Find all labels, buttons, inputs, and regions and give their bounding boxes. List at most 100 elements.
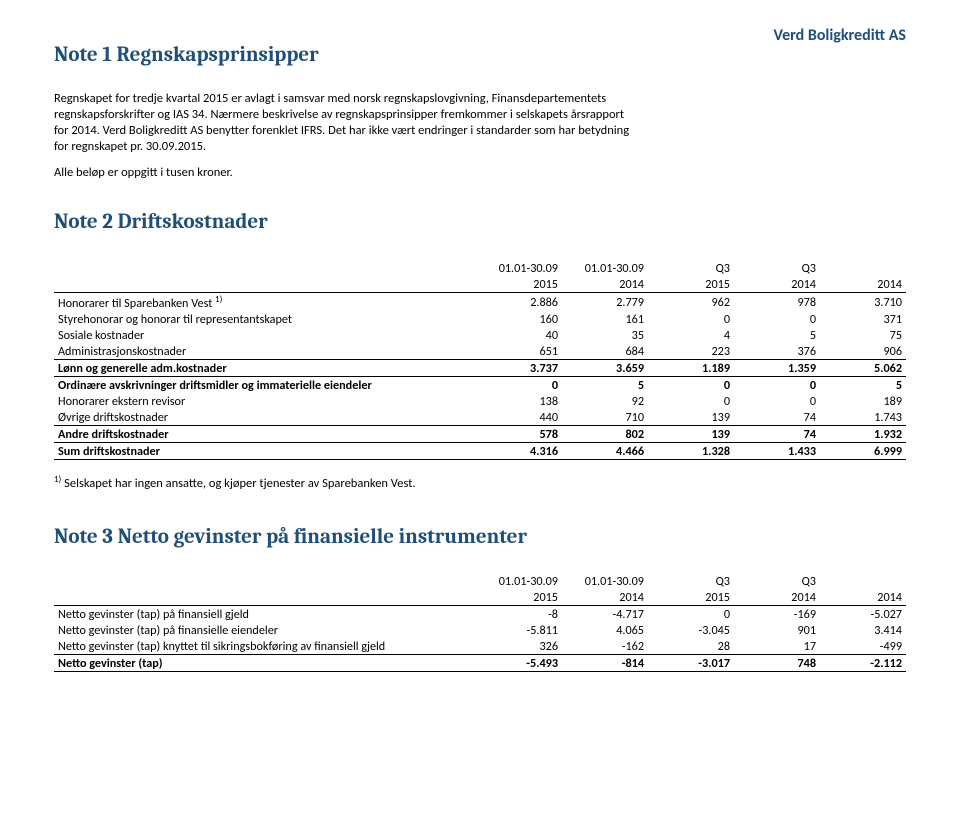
cell: 4 [648,327,734,343]
col-header: 2014 [562,276,648,293]
row-label: Netto gevinster (tap) på finansiell gjel… [54,606,476,623]
table-row: Styrehonorar og honorar til representant… [54,311,906,327]
note1-line: for regnskapet pr. 30.09.2015. [54,139,906,155]
cell: 160 [476,311,562,327]
cell: 139 [648,409,734,426]
cell: 0 [648,311,734,327]
note3-tbody: Netto gevinster (tap) på finansiell gjel… [54,606,906,672]
table-row: Netto gevinster (tap) knyttet til sikrin… [54,638,906,655]
cell: 74 [734,409,820,426]
row-label: Styrehonorar og honorar til representant… [54,311,476,327]
cell: 2.886 [476,293,562,312]
table-row: Øvrige driftskostnader440710139741.743 [54,409,906,426]
cell: 651 [476,343,562,360]
cell: -3.017 [648,655,734,672]
table-row: Andre driftskostnader578802139741.932 [54,426,906,443]
row-label: Honorarer ekstern revisor [54,393,476,409]
cell: 5.062 [820,360,906,377]
cell: 0 [648,606,734,623]
cell: 4.065 [562,622,648,638]
col-header [54,260,476,276]
row-label: Sosiale kostnader [54,327,476,343]
col-header: 2014 [734,589,820,606]
col-header: 2015 [648,589,734,606]
table-header-row: 01.01-30.0901.01-30.09Q3Q3 [54,260,906,276]
col-header: 2014 [562,589,648,606]
cell: 3.659 [562,360,648,377]
note2-table: 01.01-30.0901.01-30.09Q3Q3 2015201420152… [54,260,906,460]
cell: -4.717 [562,606,648,623]
cell: 5 [562,377,648,394]
cell: 2.779 [562,293,648,312]
note1-paragraph: Regnskapet for tredje kvartal 2015 er av… [54,91,906,155]
col-header [820,260,906,276]
col-header: Q3 [734,260,820,276]
col-header: 01.01-30.09 [562,260,648,276]
table-row: Netto gevinster (tap) på finansielle eie… [54,622,906,638]
col-header: 2014 [820,589,906,606]
table-row: Ordinære avskrivninger driftsmidler og i… [54,377,906,394]
note1-line: for 2014. Verd Boligkreditt AS benytter … [54,123,906,139]
cell: 138 [476,393,562,409]
cell: 3.414 [820,622,906,638]
cell: 1.189 [648,360,734,377]
col-header: 2015 [476,276,562,293]
row-label: Sum driftskostnader [54,443,476,460]
cell: 4.466 [562,443,648,460]
row-label: Netto gevinster (tap) knyttet til sikrin… [54,638,476,655]
cell: 3.710 [820,293,906,312]
table-row: Netto gevinster (tap)-5.493-814-3.017748… [54,655,906,672]
cell: 6.999 [820,443,906,460]
cell: 802 [562,426,648,443]
note1-line: Regnskapet for tredje kvartal 2015 er av… [54,91,906,107]
table-row: Honorarer til Sparebanken Vest 1)2.8862.… [54,293,906,312]
cell: -162 [562,638,648,655]
row-label: Andre driftskostnader [54,426,476,443]
cell: 28 [648,638,734,655]
note3-table: 01.01-30.0901.01-30.09Q3Q3 2015201420152… [54,573,906,672]
table-header-row: 20152014201520142014 [54,276,906,293]
note1-title: Note 1 Regnskapsprinsipper [54,43,906,67]
col-header [54,573,476,589]
cell: 0 [734,311,820,327]
cell: 74 [734,426,820,443]
cell: 139 [648,426,734,443]
cell: 223 [648,343,734,360]
footnote-text: Selskapet har ingen ansatte, og kjøper t… [61,476,415,491]
cell: -2.112 [820,655,906,672]
cell: -5.811 [476,622,562,638]
table-row: Lønn og generelle adm.kostnader3.7373.65… [54,360,906,377]
note1-line: regnskapsforskrifter og IAS 34. Nærmere … [54,107,906,123]
col-header: 2014 [820,276,906,293]
table-row: Sum driftskostnader4.3164.4661.3281.4336… [54,443,906,460]
table-header-row: 20152014201520142014 [54,589,906,606]
cell: -499 [820,638,906,655]
cell: 4.316 [476,443,562,460]
cell: 0 [734,377,820,394]
cell: 75 [820,327,906,343]
cell: 1.932 [820,426,906,443]
cell: -3.045 [648,622,734,638]
cell: 710 [562,409,648,426]
table-row: Netto gevinster (tap) på finansiell gjel… [54,606,906,623]
note3-title: Note 3 Netto gevinster på finansielle in… [54,525,906,549]
note1-single: Alle beløp er oppgitt i tusen kroner. [54,165,906,180]
table-header-row: 01.01-30.0901.01-30.09Q3Q3 [54,573,906,589]
cell: -169 [734,606,820,623]
cell: 326 [476,638,562,655]
cell: 748 [734,655,820,672]
cell: 161 [562,311,648,327]
row-label: Netto gevinster (tap) på finansielle eie… [54,622,476,638]
col-header: 01.01-30.09 [562,573,648,589]
cell: 1.743 [820,409,906,426]
cell: 978 [734,293,820,312]
cell: 962 [648,293,734,312]
cell: -5.493 [476,655,562,672]
cell: 35 [562,327,648,343]
col-header [820,573,906,589]
cell: 189 [820,393,906,409]
cell: 376 [734,343,820,360]
cell: -8 [476,606,562,623]
note2-footnote: 1) Selskapet har ingen ansatte, og kjøpe… [54,474,906,491]
cell: 440 [476,409,562,426]
